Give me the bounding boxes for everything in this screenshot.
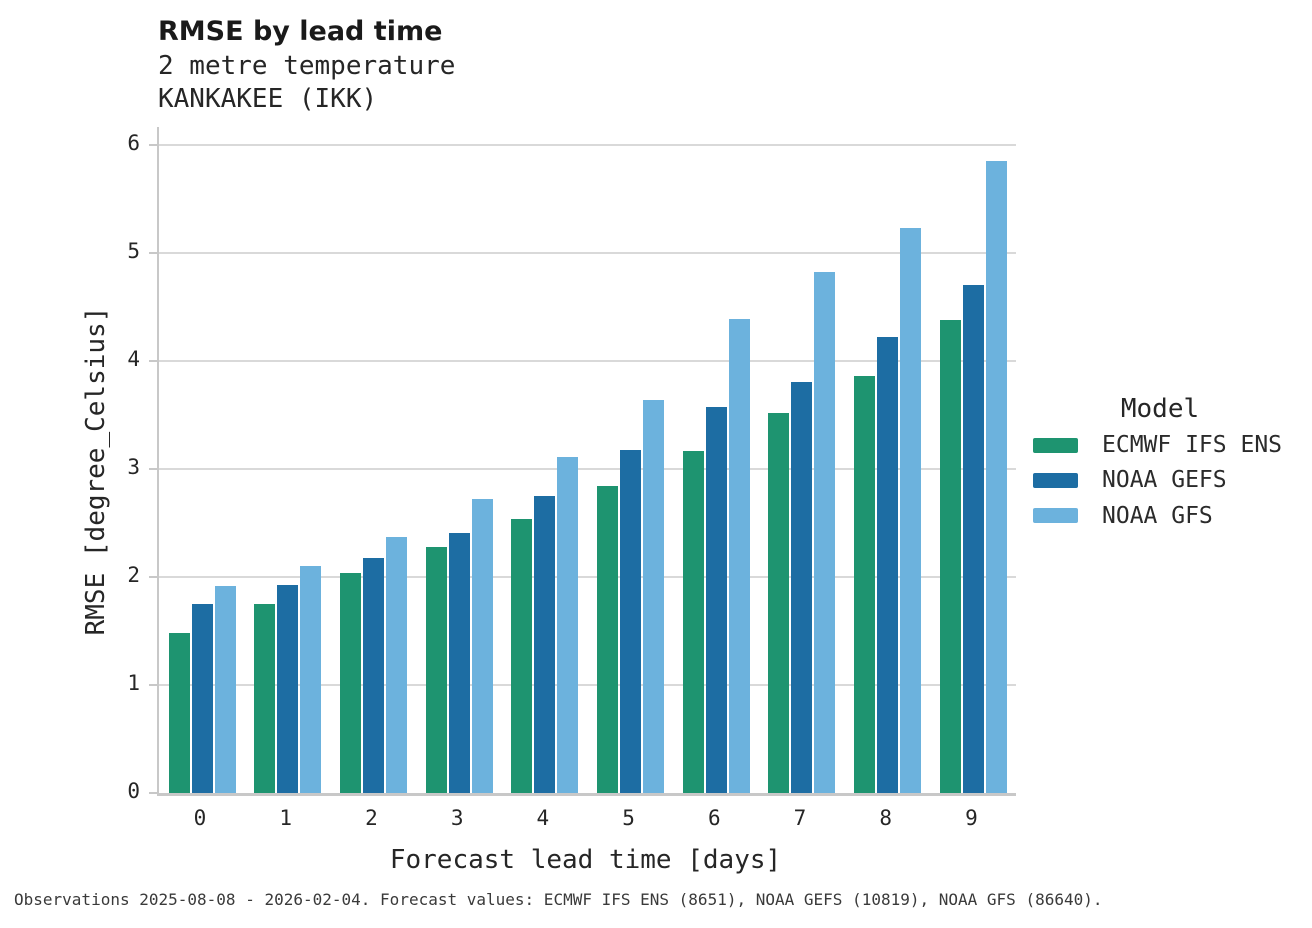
bar-ecmwf-ifs-ens-day-2: [339, 572, 361, 793]
legend-swatch-noaa-gefs: [1033, 472, 1078, 488]
legend-item-noaa-gefs: NOAA GEFS: [1033, 467, 1227, 493]
bar-ecmwf-ifs-ens-day-8: [854, 376, 876, 793]
bar-noaa-gfs-day-2: [385, 537, 407, 793]
legend-swatch-ecmwf-ifs-ens: [1033, 437, 1078, 453]
bar-noaa-gefs-day-1: [277, 584, 299, 793]
bar-noaa-gefs-day-3: [448, 532, 470, 793]
y-tick-label-4: 4: [127, 347, 140, 371]
bar-ecmwf-ifs-ens-day-6: [682, 450, 704, 793]
bar-ecmwf-ifs-ens-day-1: [254, 604, 276, 793]
bar-group-day-9: [939, 161, 1007, 793]
gridline-y3: [159, 468, 1016, 470]
x-tick-label-8: 8: [879, 806, 893, 830]
bar-group-day-2: [339, 537, 407, 793]
bar-noaa-gefs-day-0: [191, 604, 213, 793]
x-tick-label-4: 4: [536, 806, 550, 830]
bar-ecmwf-ifs-ens-day-5: [597, 486, 619, 793]
x-tick-label-2: 2: [365, 806, 378, 830]
y-tick-label-3: 3: [127, 455, 140, 479]
bar-noaa-gfs-day-6: [728, 318, 750, 793]
bar-noaa-gfs-day-4: [557, 457, 579, 793]
bar-noaa-gefs-day-4: [534, 496, 556, 793]
footer-note: Observations 2025-08-08 - 2026-02-04. Fo…: [14, 890, 1103, 909]
bar-noaa-gfs-day-0: [214, 585, 236, 793]
legend-item-ecmwf-ifs-ens: ECMWF IFS ENS: [1033, 432, 1282, 458]
gridline-y1: [159, 684, 1016, 686]
bar-group-day-3: [425, 499, 493, 793]
x-tick-label-1: 1: [279, 806, 293, 830]
y-tick-mark-4: [149, 360, 157, 362]
y-tick-label-1: 1: [127, 671, 140, 695]
bar-noaa-gefs-day-5: [620, 449, 642, 793]
bar-ecmwf-ifs-ens-day-0: [168, 633, 190, 793]
x-tick-label-6: 6: [707, 806, 721, 830]
legend-swatch-noaa-gfs: [1033, 508, 1078, 524]
bar-noaa-gfs-day-8: [900, 228, 922, 793]
bar-ecmwf-ifs-ens-day-7: [768, 412, 790, 793]
legend-label-noaa-gefs: NOAA GEFS: [1102, 467, 1227, 494]
y-tick-mark-5: [149, 252, 157, 254]
gridline-y2: [159, 576, 1016, 578]
x-tick-label-5: 5: [622, 806, 635, 830]
y-tick-label-0: 0: [127, 779, 140, 803]
bar-group-day-6: [682, 318, 750, 793]
chart-subtitle: 2 metre temperature KANKAKEE (IKK): [158, 50, 455, 116]
x-tick-label-0: 0: [193, 806, 207, 830]
x-tick-label-3: 3: [450, 806, 464, 830]
bar-group-day-8: [854, 228, 922, 793]
bar-group-day-1: [254, 566, 322, 793]
bar-noaa-gefs-day-6: [705, 407, 727, 793]
bar-ecmwf-ifs-ens-day-4: [511, 518, 533, 793]
y-tick-label-2: 2: [127, 563, 140, 587]
bar-group-day-7: [768, 272, 836, 793]
chart-title: RMSE by lead time: [158, 16, 443, 47]
bar-group-day-4: [511, 457, 579, 793]
chart-subtitle-line1: 2 metre temperature: [158, 51, 456, 81]
bar-group-day-0: [168, 585, 236, 793]
bar-noaa-gefs-day-2: [362, 557, 384, 793]
y-tick-mark-6: [149, 144, 157, 146]
gridline-y4: [159, 360, 1016, 362]
y-tick-mark-0: [149, 792, 157, 794]
x-tick-label-9: 9: [965, 806, 978, 830]
x-tick-label-7: 7: [793, 806, 807, 830]
gridline-y6: [159, 144, 1016, 146]
legend-item-noaa-gfs: NOAA GFS: [1033, 503, 1213, 529]
x-axis-title: Forecast lead time [days]: [389, 845, 782, 875]
bar-noaa-gfs-day-3: [471, 499, 493, 793]
y-tick-mark-2: [149, 576, 157, 578]
y-tick-label-6: 6: [127, 131, 140, 155]
y-tick-mark-3: [149, 468, 157, 470]
y-tick-label-5: 5: [127, 239, 140, 263]
legend-title: Model: [1120, 394, 1200, 424]
bar-noaa-gfs-day-1: [300, 566, 322, 793]
bar-noaa-gefs-day-7: [791, 381, 813, 793]
bar-group-day-5: [597, 399, 665, 793]
bar-noaa-gefs-day-9: [962, 285, 984, 793]
bar-noaa-gfs-day-9: [985, 161, 1007, 793]
bar-ecmwf-ifs-ens-day-3: [425, 546, 447, 793]
gridline-y5: [159, 252, 1016, 254]
bar-noaa-gefs-day-8: [877, 337, 899, 793]
y-tick-mark-1: [149, 684, 157, 686]
chart-subtitle-line2: KANKAKEE (IKK): [158, 84, 378, 114]
x-axis-line: [157, 793, 1016, 796]
legend-label-ecmwf-ifs-ens: ECMWF IFS ENS: [1102, 432, 1283, 458]
bar-noaa-gfs-day-5: [643, 399, 665, 793]
plot-area: [157, 127, 1016, 793]
bar-noaa-gfs-day-7: [814, 272, 836, 793]
legend-label-noaa-gfs: NOAA GFS: [1102, 502, 1213, 529]
bar-ecmwf-ifs-ens-day-9: [939, 319, 961, 793]
